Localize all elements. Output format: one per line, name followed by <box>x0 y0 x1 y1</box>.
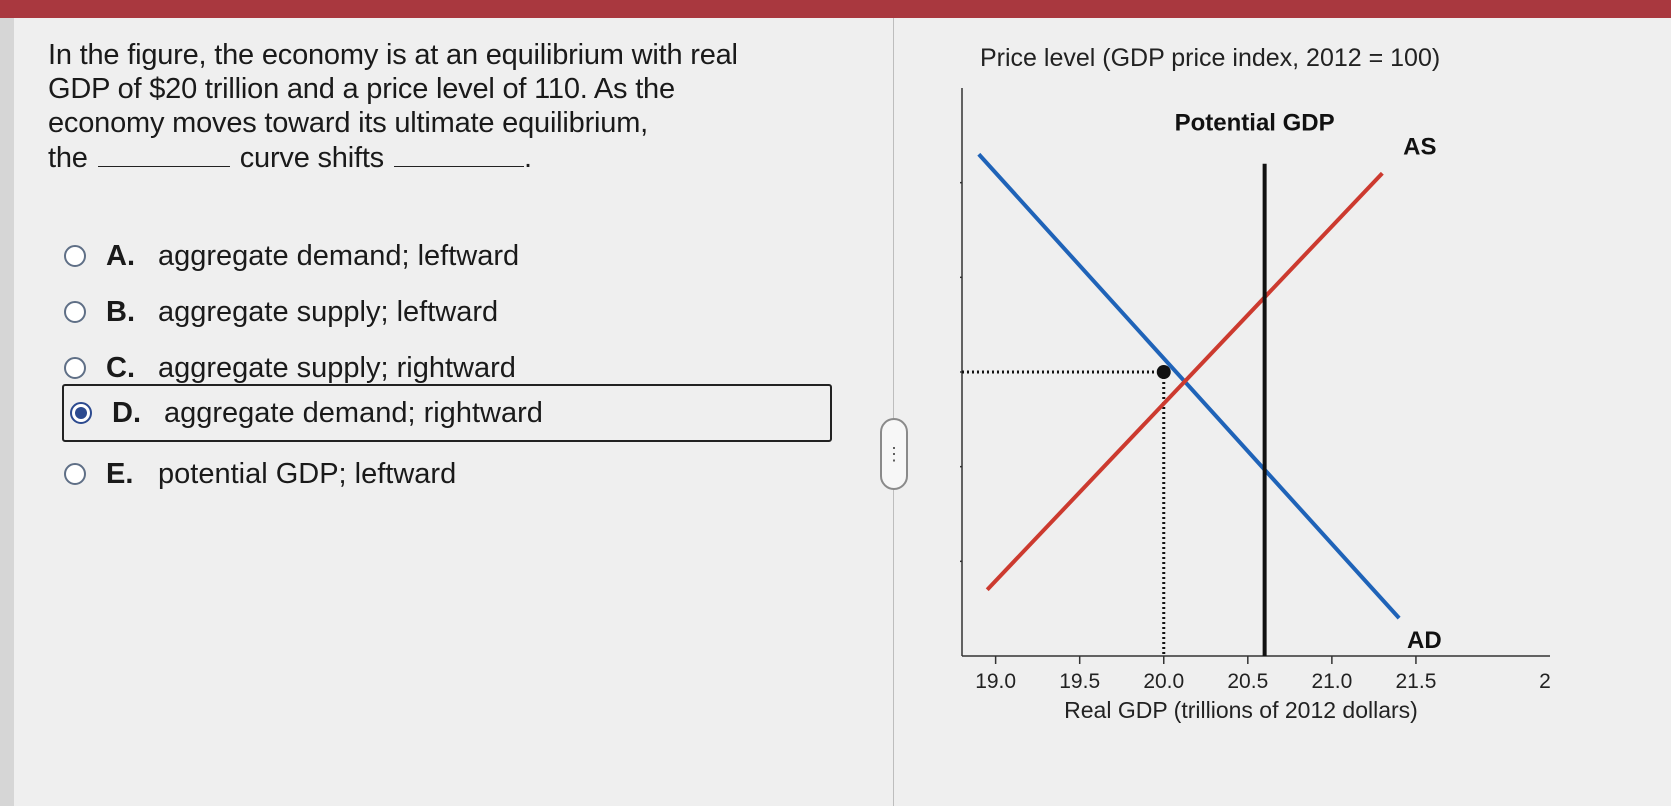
option-a-text: aggregate demand; leftward <box>158 239 520 272</box>
radio-d-selected[interactable] <box>70 402 92 424</box>
question-text: In the figure, the economy is at an equi… <box>48 38 808 175</box>
price-gdp-chart: Price level (GDP price index, 2012 = 100… <box>960 44 1551 723</box>
panel-resize-button[interactable]: ⋮ <box>880 418 908 490</box>
question-curve-shifts: curve shifts <box>239 142 384 174</box>
question-period: . <box>523 142 532 174</box>
x-tick-label: 20.5 <box>1227 670 1268 693</box>
top-accent-bar <box>0 0 1671 18</box>
radio-a[interactable] <box>64 245 86 267</box>
blank-2 <box>393 140 524 167</box>
question-line-4: the curve shifts. <box>48 140 808 175</box>
as-curve <box>985 171 1384 592</box>
left-scroll-strip <box>0 18 14 806</box>
radio-c[interactable] <box>64 357 86 379</box>
option-d-letter: D. <box>112 396 141 429</box>
as-label: AS <box>1403 133 1436 160</box>
figure-panel <box>894 18 1671 806</box>
radio-b[interactable] <box>64 301 86 323</box>
chart-title: Price level (GDP price index, 2012 = 100… <box>980 44 1440 72</box>
equilibrium-point <box>1156 365 1171 379</box>
question-line-3: economy moves toward its ultimate equili… <box>48 107 649 139</box>
question-the: the <box>48 142 88 174</box>
question-line-1: In the figure, the economy is at an equi… <box>48 39 738 71</box>
ad-curve <box>977 152 1401 620</box>
panel-divider[interactable] <box>893 18 894 806</box>
vertical-ellipsis-icon: ⋮ <box>885 444 903 464</box>
option-e-letter: E. <box>106 457 134 490</box>
option-b-text: aggregate supply; leftward <box>158 295 499 328</box>
option-c[interactable]: C. aggregate supply; rightward <box>58 340 826 396</box>
option-e-text: potential GDP; leftward <box>158 457 457 490</box>
x-tick-label: 21.0 <box>1311 670 1352 693</box>
potential-gdp-label: Potential GDP <box>1175 110 1335 137</box>
x-tick-label: 20.0 <box>1143 670 1184 693</box>
option-d[interactable]: D. aggregate demand; rightward <box>62 384 832 442</box>
x-tick-label: 19.5 <box>1059 670 1100 693</box>
option-b[interactable]: B. aggregate supply; leftward <box>58 284 826 340</box>
question-panel <box>14 18 894 806</box>
option-e[interactable]: E. potential GDP; leftward <box>58 446 826 502</box>
x-axis-label: Real GDP (trillions of 2012 dollars) <box>1064 697 1418 723</box>
ad-label: AD <box>1407 627 1442 654</box>
option-b-letter: B. <box>106 295 135 328</box>
question-line-2: GDP of $20 trillion and a price level of… <box>48 73 675 105</box>
blank-1 <box>97 140 230 167</box>
option-d-text: aggregate demand; rightward <box>164 396 543 429</box>
option-a-letter: A. <box>106 239 135 272</box>
option-c-text: aggregate supply; rightward <box>158 351 516 384</box>
radio-e[interactable] <box>64 463 86 485</box>
x-tick-label: 2 <box>1539 670 1551 693</box>
x-tick-label: 21.5 <box>1396 670 1437 693</box>
x-tick-label: 19.0 <box>975 670 1016 693</box>
option-c-letter: C. <box>106 351 135 384</box>
option-a[interactable]: A. aggregate demand; leftward <box>58 228 826 284</box>
